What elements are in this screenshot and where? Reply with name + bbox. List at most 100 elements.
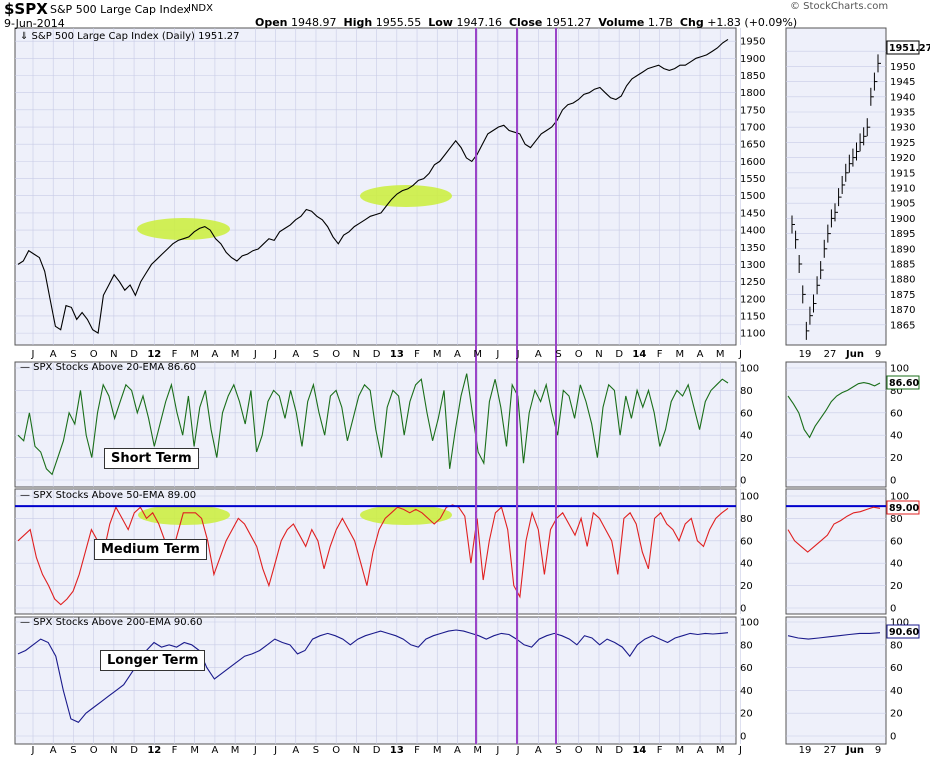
zoom-ema200-line <box>787 632 881 640</box>
y-tick-label: 40 <box>740 686 753 697</box>
x-tick-bottom: M <box>716 745 725 756</box>
zoom-y-tick-label: 0 <box>890 732 896 743</box>
panel-title: ⇓ S&P 500 Large Cap Index (Daily) 1951.2… <box>20 31 239 42</box>
x-tick-bottom: 14 <box>632 745 646 756</box>
zoom-panel-2 <box>785 488 887 615</box>
y-tick-label: 1150 <box>740 311 765 322</box>
zoom-y-tick-label: 100 <box>890 364 909 375</box>
y-tick-label: 20 <box>740 581 753 592</box>
zoom-y-tick-label: 80 <box>890 386 903 397</box>
zoom-y-tick-label: 100 <box>890 618 909 629</box>
highlight-ellipse <box>360 185 452 207</box>
x-tick-top: J <box>495 349 499 360</box>
high-value: 1955.55 <box>375 16 422 29</box>
y-tick-label: 1800 <box>740 88 765 99</box>
y-tick-label: 1650 <box>740 140 765 151</box>
zoom-y-tick-label: 0 <box>890 476 896 487</box>
y-tick-label: 20 <box>740 453 753 464</box>
zoom-ema20-line <box>787 382 881 439</box>
x-tick-top: D <box>615 349 623 360</box>
last-value-tag <box>886 40 920 55</box>
chart-date: 9-Jun-2014 <box>4 17 65 30</box>
zoom-y-tick-label: 20 <box>890 453 903 464</box>
brand-label: © StockCharts.com <box>790 1 889 12</box>
zoom-x-tick-top: 9 <box>875 349 881 360</box>
x-tick-bottom: M <box>231 745 240 756</box>
zoom-y-tick-label: 60 <box>890 663 903 674</box>
last-value-text: 90.60 <box>889 627 919 638</box>
ema50-series-line <box>17 504 729 606</box>
main-panel-0 <box>14 27 737 346</box>
x-tick-bottom: J <box>495 745 499 756</box>
x-tick-bottom: D <box>373 745 381 756</box>
y-tick-label: 60 <box>740 408 753 419</box>
y-tick-label: 20 <box>740 709 753 720</box>
y-tick-label: 100 <box>740 618 759 629</box>
x-tick-top: O <box>575 349 583 360</box>
x-tick-bottom: M <box>190 745 199 756</box>
x-tick-bottom: A <box>292 745 299 756</box>
x-tick-bottom: S <box>313 745 319 756</box>
y-tick-label: 1300 <box>740 260 765 271</box>
x-tick-top: O <box>90 349 98 360</box>
y-tick-label: 1700 <box>740 123 765 134</box>
y-tick-label: 80 <box>740 514 753 525</box>
zoom-y-tick-label: 1895 <box>890 229 915 240</box>
x-tick-top: A <box>454 349 461 360</box>
y-tick-label: 0 <box>740 732 746 743</box>
x-tick-top: A <box>535 349 542 360</box>
x-tick-bottom: M <box>433 745 442 756</box>
x-tick-top: M <box>433 349 442 360</box>
x-tick-top: A <box>697 349 704 360</box>
zoom-y-tick-label: 20 <box>890 581 903 592</box>
last-value-tag <box>886 624 920 639</box>
main-panel-3 <box>14 616 737 745</box>
x-tick-top: M <box>231 349 240 360</box>
x-tick-top: 14 <box>632 349 646 360</box>
x-tick-bottom: 13 <box>390 745 404 756</box>
x-tick-bottom: D <box>130 745 138 756</box>
short-term-label: Short Term <box>104 448 199 469</box>
highlight-ellipse <box>360 505 452 525</box>
x-tick-top: M <box>675 349 684 360</box>
x-tick-bottom: M <box>675 745 684 756</box>
x-tick-bottom: J <box>253 745 257 756</box>
y-tick-label: 1100 <box>740 329 765 340</box>
zoom-x-tick-top: 19 <box>799 349 812 360</box>
chg-label: Chg <box>679 16 704 29</box>
highlight-ellipse <box>137 218 230 240</box>
panel-title: — SPX Stocks Above 20-EMA 86.60 <box>20 362 196 373</box>
y-tick-label: 1500 <box>740 191 765 202</box>
zoom-y-tick-label: 60 <box>890 408 903 419</box>
panel-title: — SPX Stocks Above 50-EMA 89.00 <box>20 490 196 501</box>
last-value-text: 86.60 <box>889 378 919 389</box>
x-tick-bottom: J <box>273 745 277 756</box>
x-tick-bottom: A <box>50 745 57 756</box>
y-tick-label: 1400 <box>740 226 765 237</box>
zoom-y-tick-label: 1935 <box>890 108 915 119</box>
x-tick-bottom: N <box>353 745 360 756</box>
x-tick-top: S <box>70 349 76 360</box>
x-tick-bottom: D <box>615 745 623 756</box>
zoom-y-tick-label: 1910 <box>890 184 915 195</box>
y-tick-label: 60 <box>740 536 753 547</box>
x-tick-top: F <box>657 349 663 360</box>
x-tick-bottom: N <box>595 745 602 756</box>
zoom-y-tick-label: 1890 <box>890 244 915 255</box>
zoom-y-tick-label: 0 <box>890 604 896 615</box>
ema20-series-line <box>17 373 729 476</box>
zoom-y-tick-label: 20 <box>890 709 903 720</box>
zoom-y-tick-label: 1950 <box>890 62 915 73</box>
low-label: Low <box>428 16 453 29</box>
y-tick-label: 1950 <box>740 37 765 48</box>
longer-term-label: Longer Term <box>100 650 206 671</box>
last-value-text: 89.00 <box>889 503 919 514</box>
medium-term-label: Medium Term <box>94 539 207 560</box>
zoom-y-tick-label: 1885 <box>890 260 915 271</box>
zoom-y-tick-label: 100 <box>890 492 909 503</box>
zoom-x-tick-top: 27 <box>824 349 837 360</box>
zoom-chart-layer <box>785 27 887 745</box>
x-tick-bottom: O <box>332 745 340 756</box>
open-label: Open <box>255 16 288 29</box>
